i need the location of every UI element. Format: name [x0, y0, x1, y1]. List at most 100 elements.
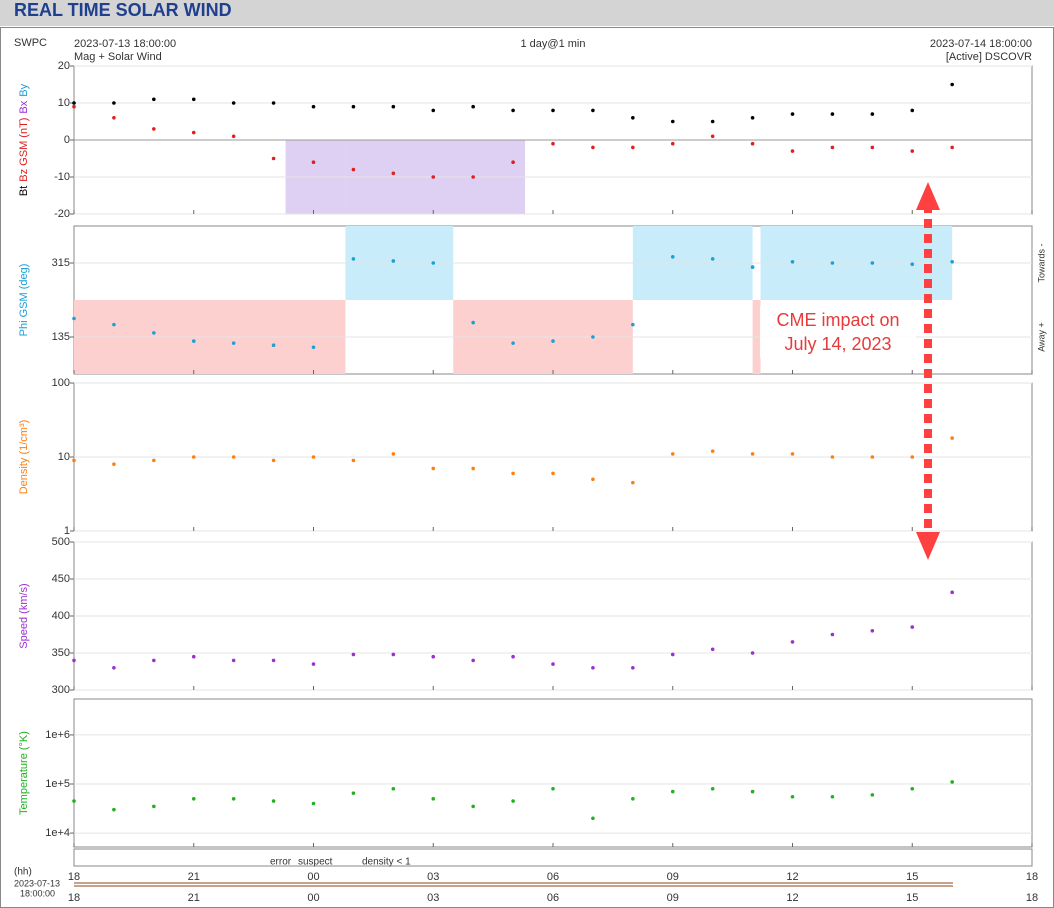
x-tick-label: 00 [307, 871, 319, 883]
y-tick-label: 500 [52, 536, 70, 548]
data-point [950, 436, 954, 440]
data-point [511, 654, 515, 659]
y-tick-label: 135 [52, 331, 70, 343]
y-tick-label: 10 [58, 97, 70, 109]
y-tick-label: -10 [54, 171, 70, 183]
data-point [431, 175, 436, 179]
data-point [910, 149, 915, 153]
data-point [670, 789, 675, 794]
data-point [231, 101, 236, 105]
data-point [271, 458, 276, 463]
data-point [710, 449, 715, 453]
data-point [670, 119, 675, 124]
y-tick-label: 450 [52, 573, 70, 585]
data-point [511, 471, 515, 476]
quality-strip [73, 848, 1033, 867]
data-point [870, 261, 875, 265]
subtitle: Mag + Solar Wind [74, 51, 162, 63]
y-axis-label-part: Density (1/cm³) [18, 420, 30, 495]
data-point [152, 97, 156, 102]
data-point [750, 141, 755, 146]
data-point [750, 116, 755, 120]
data-point [830, 632, 835, 637]
data-point [152, 331, 156, 335]
data-point [311, 345, 316, 350]
x-tick-label: 00 [307, 892, 319, 904]
data-point [351, 652, 356, 657]
data-point [431, 261, 436, 265]
y-tick-label: 1e+5 [45, 778, 70, 790]
data-point [391, 652, 396, 657]
data-point [910, 262, 915, 267]
data-point [152, 658, 156, 663]
data-point [950, 82, 954, 87]
data-point [112, 116, 116, 120]
quality-legend: suspect [298, 857, 333, 868]
y-tick-label: -20 [54, 208, 70, 220]
annotation: July 14, 2023 [784, 334, 891, 354]
data-point [591, 108, 595, 113]
annotation: CME impact on [776, 310, 899, 330]
y-tick-label: 300 [52, 684, 70, 696]
data-point [311, 455, 316, 459]
y-axis-label-part: Temperature (°K) [18, 731, 30, 815]
data-point [152, 458, 156, 463]
data-point [710, 257, 715, 261]
data-point [631, 480, 635, 485]
y-axis-label: Phi GSM (deg) [18, 264, 30, 337]
y-tick-label: 20 [58, 60, 70, 72]
data-point [351, 104, 356, 109]
data-point [551, 108, 555, 113]
y-axis-label: Density (1/cm³) [18, 420, 30, 495]
data-point [790, 259, 795, 264]
data-point [431, 108, 436, 113]
data-point [431, 466, 436, 471]
data-point [351, 167, 356, 172]
data-point [631, 145, 635, 150]
right-label: Towards - [1036, 243, 1046, 282]
data-point [191, 339, 196, 343]
header-bar [0, 0, 1054, 26]
data-point [830, 261, 835, 265]
data-point [551, 471, 555, 476]
data-point [910, 108, 915, 113]
arrow-head-up [916, 182, 940, 210]
data-point [591, 335, 595, 339]
data-point [271, 101, 276, 105]
arrow-head-down [916, 532, 940, 560]
panel-frame [73, 698, 1033, 848]
data-point [72, 658, 76, 663]
y-axis-label: Speed (km/s) [18, 583, 30, 648]
data-point [591, 145, 595, 150]
data-point [231, 134, 236, 139]
data-point [910, 625, 915, 629]
data-point [631, 322, 635, 327]
y-axis-label-part: Bt [18, 186, 30, 196]
spacecraft: [Active] DSCOVR [946, 51, 1032, 63]
resolution: 1 day@1 min [521, 38, 586, 50]
data-point [910, 455, 915, 459]
y-tick-label: 315 [52, 257, 70, 269]
y-axis-label-part: Bx [18, 100, 30, 113]
y-axis-label: Bt Bz GSM (nT) Bx By [18, 83, 30, 196]
data-point [551, 786, 555, 791]
data-point [551, 662, 555, 666]
data-point [870, 629, 875, 633]
y-tick-label: 100 [52, 377, 70, 389]
start-time: 2023-07-13 18:00:00 [74, 38, 176, 50]
data-point [231, 341, 236, 345]
data-point [511, 341, 515, 345]
data-point [72, 458, 76, 463]
data-point [231, 658, 236, 663]
data-point [591, 666, 595, 670]
y-tick-label: 400 [52, 610, 70, 622]
data-point [511, 108, 515, 113]
data-point [112, 322, 116, 327]
quality-legend: error [270, 857, 292, 868]
data-point [511, 160, 515, 164]
data-point [191, 654, 196, 659]
x-tick-label: 15 [906, 871, 918, 883]
y-tick-label: 1e+6 [45, 729, 70, 741]
page-title: REAL TIME SOLAR WIND [14, 0, 232, 20]
